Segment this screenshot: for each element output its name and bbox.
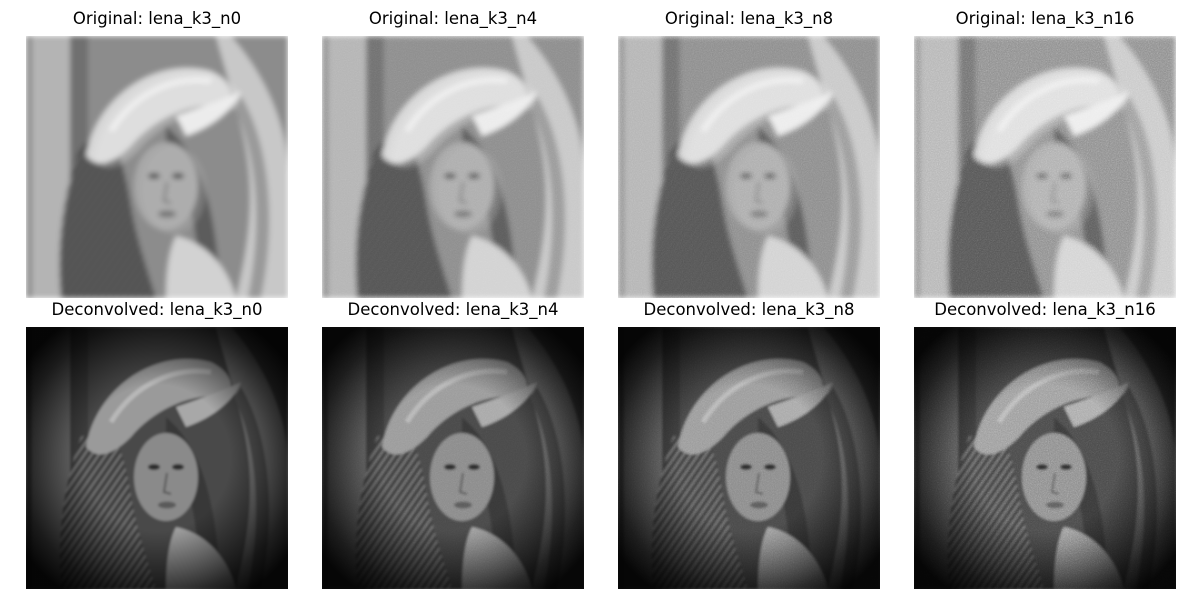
grayscale-portrait-image	[26, 36, 288, 298]
panel-deconvolved-n4: Deconvolved: lena_k3_n4	[321, 295, 585, 589]
panel-original-n0: Original: lena_k3_n0	[25, 4, 289, 298]
grayscale-portrait-image	[914, 36, 1176, 298]
grayscale-portrait-image	[618, 327, 880, 589]
grayscale-portrait-image	[26, 327, 288, 589]
grayscale-portrait-image	[618, 36, 880, 298]
panel-deconvolved-n16: Deconvolved: lena_k3_n16	[913, 295, 1177, 589]
panel-title: Deconvolved: lena_k3_n0	[51, 300, 263, 319]
panel-title: Deconvolved: lena_k3_n8	[643, 300, 855, 319]
grayscale-portrait-image	[322, 327, 584, 589]
panel-title: Original: lena_k3_n8	[664, 9, 834, 28]
panel-title: Original: lena_k3_n0	[72, 9, 242, 28]
panel-title: Deconvolved: lena_k3_n16	[934, 300, 1156, 319]
panel-deconvolved-n8: Deconvolved: lena_k3_n8	[617, 295, 881, 589]
panel-deconvolved-n0: Deconvolved: lena_k3_n0	[25, 295, 289, 589]
panel-title: Original: lena_k3_n16	[955, 9, 1135, 28]
panel-title: Original: lena_k3_n4	[368, 9, 538, 28]
panel-title: Deconvolved: lena_k3_n4	[347, 300, 559, 319]
grayscale-portrait-image	[914, 327, 1176, 589]
grayscale-portrait-image	[322, 36, 584, 298]
panel-original-n4: Original: lena_k3_n4	[321, 4, 585, 298]
panel-original-n16: Original: lena_k3_n16	[913, 4, 1177, 298]
panel-original-n8: Original: lena_k3_n8	[617, 4, 881, 298]
